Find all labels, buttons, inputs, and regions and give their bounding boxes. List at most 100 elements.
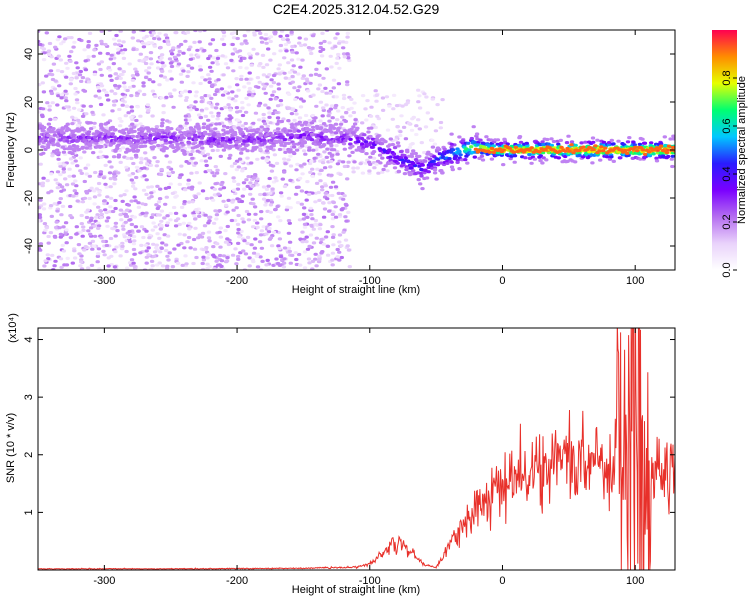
spectrogram-point (73, 159, 78, 163)
spectrogram-point (96, 62, 102, 66)
spectrogram-point (149, 41, 155, 45)
spectrogram-point (258, 31, 263, 35)
spectrogram-point (297, 85, 302, 89)
spectrogram-point (148, 51, 154, 55)
spectrogram-point (62, 163, 67, 167)
spectrogram-point (369, 126, 374, 130)
spectrogram-point (233, 191, 238, 196)
spectrogram-point (193, 133, 198, 137)
spectrogram-point (77, 121, 82, 125)
spectrogram-point (197, 64, 203, 68)
spectrogram-point (599, 145, 604, 149)
spectrogram-point (206, 56, 211, 61)
spectrogram-point (131, 235, 137, 239)
spectrogram-point (234, 262, 239, 266)
spectrogram-point (334, 61, 339, 65)
spectrogram-point (313, 200, 318, 204)
spectrogram-point (75, 164, 80, 168)
spectrogram-point (268, 39, 273, 44)
spectrogram-point (438, 126, 443, 130)
x-tick-label: -300 (93, 575, 115, 587)
spectrogram-point (72, 149, 77, 153)
spectrogram-point (74, 232, 79, 236)
spectrogram-point (297, 176, 303, 180)
spectrogram-point (235, 187, 241, 191)
spectrogram-point (345, 35, 350, 39)
spectrogram-point (81, 225, 86, 229)
spectrogram-point (193, 161, 198, 165)
spectrogram-point (232, 218, 238, 223)
spectrogram-point (155, 232, 160, 236)
spectrogram-point (157, 83, 162, 87)
spectrogram-point (49, 73, 55, 77)
spectrogram-point (145, 103, 151, 107)
spectrogram-point (521, 150, 526, 154)
spectrogram-point (117, 117, 123, 121)
spectrogram-point (327, 41, 332, 45)
spectrogram-point (140, 41, 145, 45)
spectrogram-point (134, 47, 139, 52)
spectrogram-point (375, 114, 380, 118)
spectrogram-point (201, 122, 207, 126)
y-tick-label: 40 (23, 48, 35, 60)
spectrogram-point (195, 122, 200, 126)
spectrogram-point (188, 57, 194, 61)
spectrogram-point (57, 226, 62, 230)
spectrogram-point (40, 114, 45, 119)
spectrogram-point (360, 121, 365, 125)
spectrogram-point (671, 137, 675, 141)
spectrogram-point (260, 53, 266, 58)
spectrogram-point (298, 164, 303, 168)
spectrogram-point (305, 89, 311, 93)
spectrogram-point (261, 119, 266, 123)
spectrogram-point (360, 142, 365, 146)
spectrogram-point (247, 86, 253, 91)
spectrogram-point (143, 132, 148, 136)
spectrogram-point (38, 215, 43, 219)
spectrogram-point (248, 126, 253, 130)
spectrogram-point (167, 57, 173, 61)
spectrogram-point (76, 147, 82, 152)
spectrogram-point (280, 177, 285, 181)
spectrogram-point (287, 240, 293, 244)
spectrogram-point (532, 157, 537, 161)
spectrogram-point (144, 157, 149, 161)
spectrogram-point (263, 32, 269, 37)
spectrogram-point (138, 52, 143, 56)
spectrogram-point (162, 64, 167, 68)
spectrogram-point (195, 55, 201, 59)
spectrogram-point (176, 44, 182, 48)
spectrogram-point (59, 265, 64, 269)
spectrogram-point (266, 184, 271, 188)
spectrogram-point (316, 142, 322, 146)
spectrogram-point (58, 197, 63, 201)
spectrogram-point (68, 214, 73, 218)
spectrogram-point (611, 159, 616, 163)
spectrogram-point (323, 191, 328, 195)
spectrogram-point (334, 144, 339, 148)
spectrogram-point (242, 187, 247, 191)
spectrogram-point (595, 138, 600, 142)
spectrogram-point (209, 96, 214, 100)
spectrogram-point (178, 124, 183, 128)
spectrogram-point (133, 225, 139, 229)
spectrogram-point (512, 154, 518, 158)
spectrogram-point (618, 156, 623, 160)
spectrogram-point (112, 182, 117, 186)
spectrogram-point (87, 196, 92, 201)
spectrogram-point (268, 210, 273, 214)
spectrogram-point (170, 170, 175, 174)
spectrogram-point (201, 149, 206, 153)
spectrogram-point (76, 243, 82, 247)
spectrogram-point (152, 44, 157, 48)
spectrogram-point (246, 81, 251, 85)
spectrogram-point (201, 125, 206, 130)
spectrogram-point (342, 55, 347, 59)
spectrogram-point (346, 160, 351, 164)
spectrogram-point (314, 67, 319, 71)
spectrogram-point (320, 47, 326, 52)
spectrogram-point (333, 122, 339, 126)
spectrogram-point (72, 189, 78, 193)
spectrogram-point (175, 261, 181, 265)
spectrogram-point (209, 111, 214, 115)
